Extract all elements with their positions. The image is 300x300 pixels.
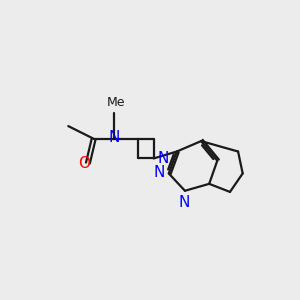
Text: O: O	[79, 155, 91, 170]
Text: N: N	[109, 130, 120, 145]
Text: N: N	[153, 166, 165, 181]
Text: Me: Me	[106, 96, 125, 109]
Text: N: N	[179, 195, 190, 210]
Text: N: N	[158, 152, 169, 166]
